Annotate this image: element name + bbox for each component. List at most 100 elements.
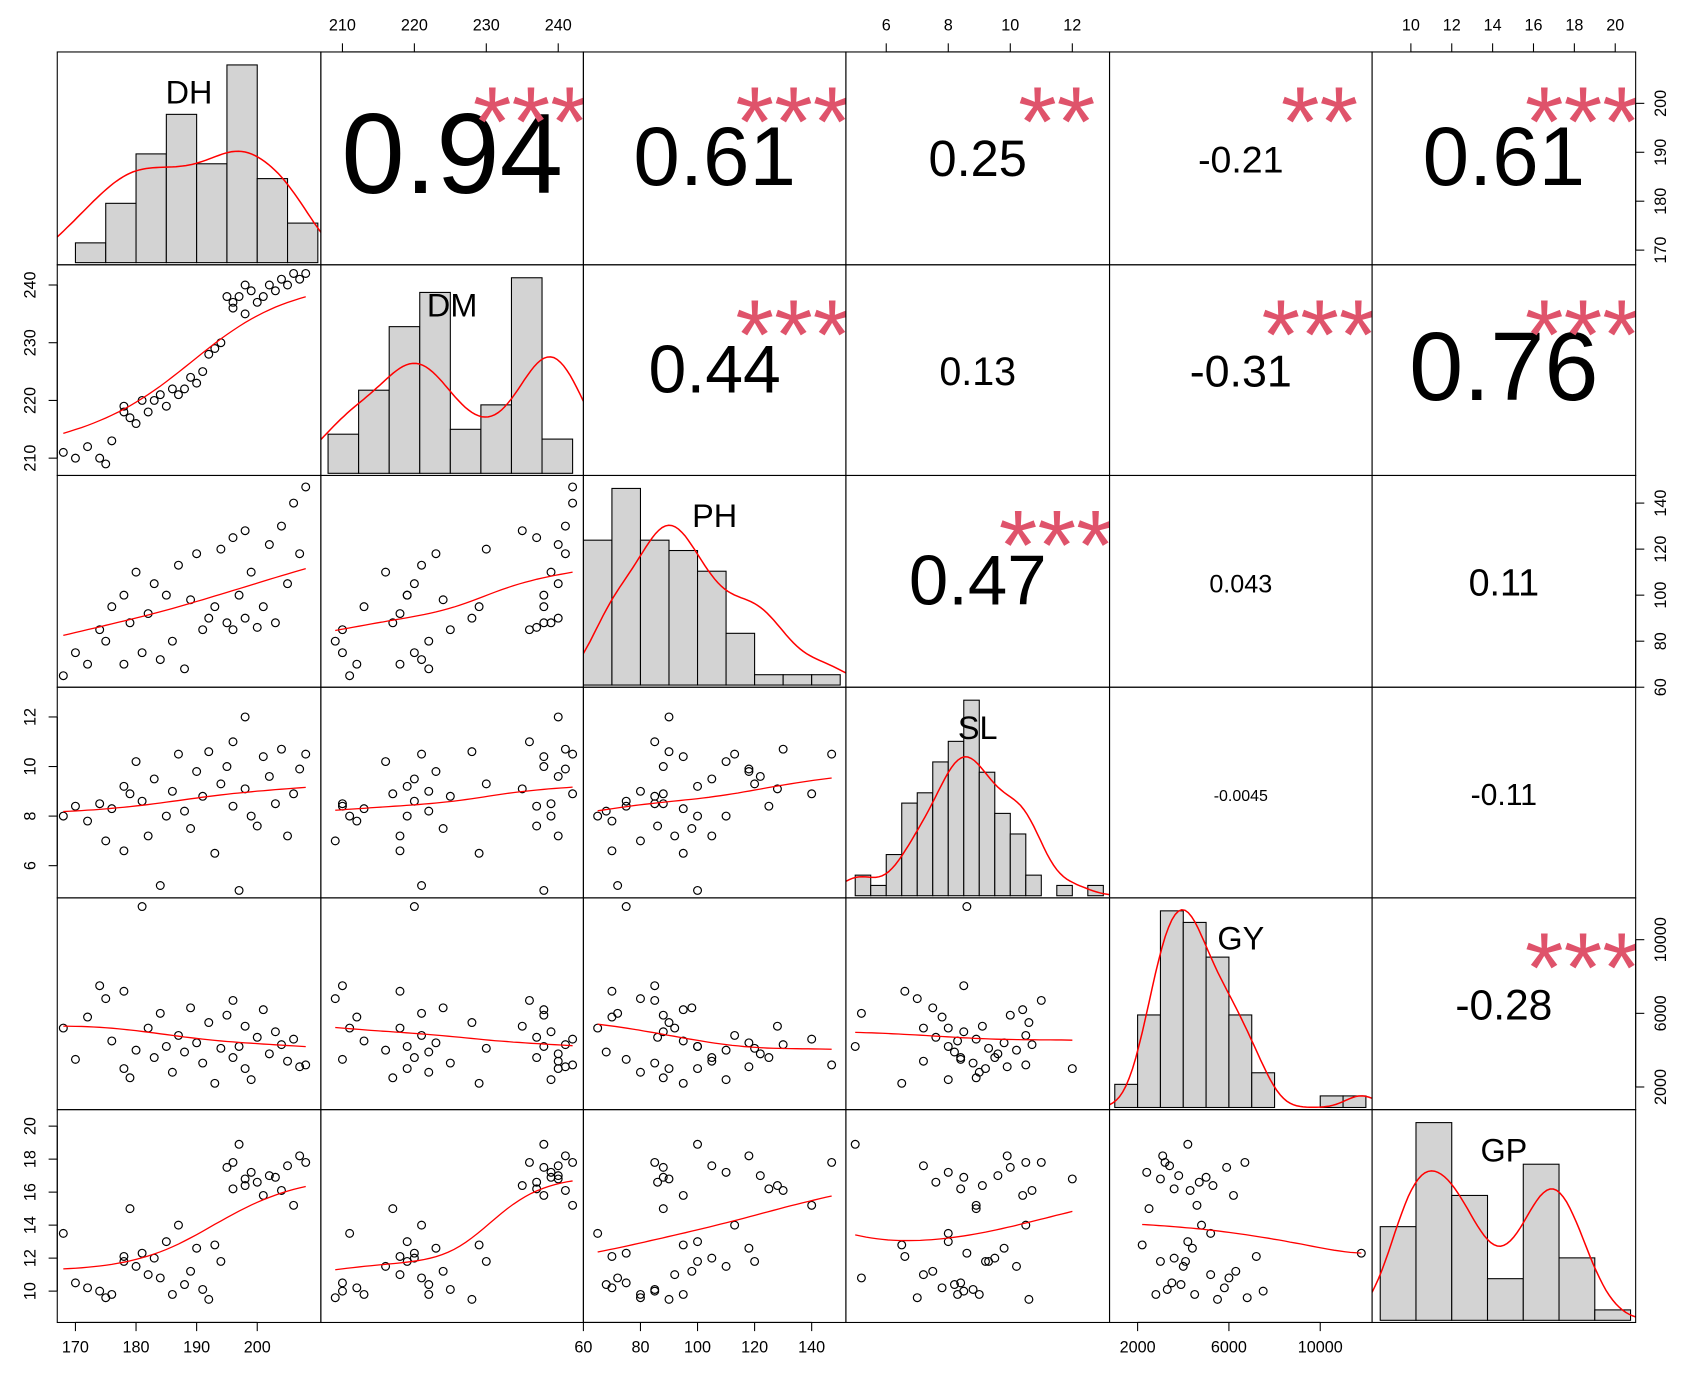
scatter-point <box>807 1034 817 1044</box>
scatter-point <box>161 401 171 411</box>
scatter-point <box>240 526 250 536</box>
histogram-bar <box>1379 1226 1417 1321</box>
panel <box>320 277 584 474</box>
scatter-point <box>143 1270 153 1280</box>
scatter-point <box>58 1023 68 1033</box>
scatter-point <box>234 590 244 600</box>
scatter-point <box>131 419 141 429</box>
histogram-bar <box>1182 921 1207 1109</box>
scatter-point <box>119 1251 129 1261</box>
scatter-point <box>650 737 660 747</box>
panel: 0.13 <box>939 350 1016 394</box>
scatter-point <box>149 774 159 784</box>
scatter-point <box>764 1053 774 1063</box>
scatter-point <box>653 821 663 831</box>
smooth-line <box>335 1180 573 1271</box>
scatter-point <box>388 789 398 799</box>
scatter-point <box>678 1240 688 1250</box>
scatter-point <box>1201 1172 1211 1182</box>
scatter-point <box>593 1023 603 1033</box>
scatter-point <box>546 799 556 809</box>
scatter-point <box>517 1021 527 1031</box>
scatter-point <box>481 779 491 789</box>
histogram-bar <box>1415 1122 1453 1321</box>
x-tick-label: 180 <box>123 1339 150 1357</box>
scatter-point <box>1036 1157 1046 1167</box>
scatter-point <box>283 831 293 841</box>
histogram-bar <box>286 222 319 264</box>
scatter-point <box>968 1284 978 1294</box>
scatter-point <box>971 1200 981 1210</box>
scatter-point <box>1197 1220 1207 1230</box>
scatter-point <box>276 274 286 284</box>
scatter-point <box>137 796 147 806</box>
scatter-point <box>1181 1256 1191 1266</box>
scatter-point <box>228 1053 238 1063</box>
panel <box>845 699 1110 897</box>
scatter-point <box>222 292 232 302</box>
scatter-point <box>481 1256 491 1266</box>
scatter-point <box>730 1220 740 1230</box>
scatter-point <box>650 981 660 991</box>
scatter-point <box>517 526 527 536</box>
scatter-point <box>424 636 434 646</box>
scatter-point <box>467 1294 477 1304</box>
scatter-point <box>270 1172 280 1182</box>
scatter-point <box>517 784 527 794</box>
scatter-point <box>228 533 238 543</box>
scatter-point <box>417 749 427 759</box>
scatter-point <box>283 579 293 589</box>
histogram-bar <box>419 291 451 474</box>
scatter-point <box>198 625 208 635</box>
scatter-point <box>161 590 171 600</box>
scatter-point <box>409 1248 419 1258</box>
scatter-point <box>984 1256 994 1266</box>
scatter-point <box>1021 1060 1031 1070</box>
correlation-value: -0.31 <box>1190 345 1292 396</box>
smooth-line <box>855 1210 1073 1242</box>
histogram-bar <box>854 874 872 897</box>
scatter-point <box>70 801 80 811</box>
scatter-point <box>959 1027 969 1037</box>
scatter-point <box>856 1008 866 1018</box>
scatter-point <box>553 771 563 781</box>
smooth-line <box>335 1026 573 1047</box>
x-tick-label: 20 <box>1606 16 1624 34</box>
scatter-point <box>83 659 93 669</box>
histogram-bar <box>1056 884 1073 897</box>
scatter-point <box>1169 1184 1179 1194</box>
scatter-point <box>409 774 419 784</box>
scatter-point <box>1162 1284 1172 1294</box>
scatter-point <box>402 1041 412 1051</box>
scatter-point <box>270 618 280 628</box>
scatter-point <box>1018 1005 1028 1015</box>
panel: -0.0045 <box>1214 788 1268 805</box>
scatter-point <box>658 789 668 799</box>
scatter-point <box>161 811 171 821</box>
scatter-point <box>246 811 256 821</box>
scatter-point <box>431 1243 441 1253</box>
scatter-point <box>143 831 153 841</box>
scatter-point <box>653 1177 663 1187</box>
scatter-point <box>532 1032 542 1042</box>
x-tick-label: 190 <box>183 1339 210 1357</box>
scatter-point <box>999 1243 1009 1253</box>
scatter-point <box>928 1003 938 1013</box>
scatter-point <box>532 1053 542 1063</box>
scatter-point <box>180 384 190 394</box>
scatter-point <box>119 781 129 791</box>
scatter-point <box>424 1280 434 1290</box>
scatter-point <box>445 791 455 801</box>
scatter-point <box>962 902 972 912</box>
panel-border <box>320 474 584 688</box>
scatter-point <box>240 1174 250 1184</box>
scatter-point <box>539 885 549 895</box>
panel: 0.44*** <box>649 280 846 408</box>
scatter-point <box>772 1181 782 1191</box>
smooth-line <box>1142 1223 1362 1254</box>
panel: -0.21** <box>1198 67 1358 181</box>
scatter-point <box>276 1185 286 1195</box>
scatter-point <box>125 789 135 799</box>
smooth-line <box>597 1195 832 1253</box>
